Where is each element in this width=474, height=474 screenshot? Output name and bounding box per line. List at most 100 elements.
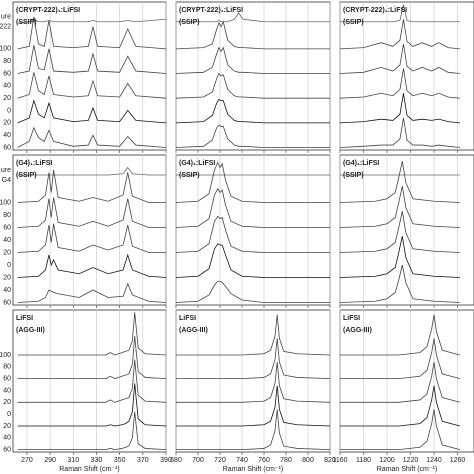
- x-tick-label: 800: [302, 457, 314, 464]
- x-tick-label: 390: [160, 457, 172, 464]
- x-tick-label: 1260: [450, 457, 466, 464]
- y-tick-label: 40: [3, 287, 11, 294]
- spectrum-line: [175, 98, 330, 124]
- y-tick-label: 100: [0, 46, 11, 53]
- spectrum-line: [340, 385, 460, 427]
- panel-subtitle: (SSIP): [343, 19, 364, 26]
- panel-title: LiFSI: [343, 315, 360, 322]
- spectrum-line: [339, 161, 460, 203]
- panel-title: (CRYPT-222)₁:LiFSI: [343, 7, 407, 14]
- spectrum-line: [17, 169, 166, 203]
- y-tick-label: 40: [3, 387, 11, 394]
- panel-title: (CRYPT-222)₁:LiFSI: [179, 7, 243, 14]
- y-tick-label: 0: [7, 262, 11, 269]
- spectrum-line: [175, 46, 330, 74]
- panel-subtitle: (SSIP): [343, 172, 364, 179]
- y-tick-label: 20: [3, 274, 11, 281]
- spectrum-line: [176, 409, 331, 451]
- x-tick-label: 350: [114, 457, 126, 464]
- y-tick-label: ure: [1, 167, 11, 174]
- spectrum-line: [17, 411, 167, 451]
- y-tick-label: 60: [3, 375, 11, 382]
- y-tick-label: 40: [3, 132, 11, 139]
- y-tick-label: 100: [0, 352, 11, 359]
- spectrum-line: [17, 166, 166, 176]
- y-tick-label: 60: [3, 446, 11, 453]
- y-tick-label: 20: [3, 399, 11, 406]
- spectrum-line: [339, 236, 460, 278]
- spectrum-line: [340, 409, 460, 451]
- y-tick-label: 40: [3, 83, 11, 90]
- x-axis-label: Raman Shift (cm⁻¹): [377, 466, 437, 473]
- spectrum-line: [17, 72, 167, 99]
- panel-subtitle: (SSIP): [179, 19, 200, 26]
- x-tick-label: 820: [324, 457, 336, 464]
- x-tick-label: 1160: [332, 457, 347, 464]
- y-tick-label: 60: [3, 224, 11, 231]
- x-tick-label: 680: [170, 457, 182, 464]
- spectrum-line: [339, 117, 460, 148]
- spectrum-line: [17, 253, 167, 278]
- spectrum-line: [339, 264, 460, 303]
- spectrum-line: [17, 223, 166, 253]
- spectrum-line: [17, 99, 167, 124]
- panel-subtitle: (SSIP): [16, 172, 37, 179]
- x-tick-label: 760: [258, 457, 270, 464]
- y-tick-label: ure: [1, 14, 11, 21]
- spectrum-line: [340, 4, 460, 23]
- panel-title: LiFSI: [179, 315, 196, 322]
- x-tick-label: 310: [67, 457, 79, 464]
- x-tick-label: 330: [91, 457, 103, 464]
- y-tick-label: 80: [3, 364, 11, 371]
- panel-subtitle: (AGG-III): [16, 327, 45, 334]
- spectrum-line: [339, 19, 460, 50]
- spectrum-line: [339, 68, 460, 99]
- spectrum-line: [339, 211, 460, 253]
- spectrum-line: [17, 282, 167, 303]
- panel-title: (G4)₁:LiFSI: [16, 160, 52, 167]
- spectrum-line: [175, 215, 330, 253]
- spectrum-line: [176, 12, 330, 23]
- spectrum-line: [176, 314, 331, 356]
- panel-subtitle: (SSIP): [16, 19, 37, 26]
- panel-subtitle: (AGG-III): [179, 327, 208, 334]
- x-tick-label: 1200: [379, 457, 395, 464]
- spectrum-line: [175, 72, 330, 99]
- x-tick-label: 1220: [403, 457, 419, 464]
- x-axis-label: Raman Shift (cm⁻¹): [223, 466, 283, 473]
- y-tick-label: G4: [2, 177, 11, 184]
- y-tick-label: 80: [3, 212, 11, 219]
- y-tick-label: 20: [3, 95, 11, 102]
- spectrum-line: [17, 383, 167, 427]
- panel-subtitle: (AGG-III): [343, 327, 372, 334]
- spectrum-line: [340, 314, 460, 356]
- spectrum-line: [340, 338, 460, 380]
- y-tick-label: 100: [0, 199, 11, 206]
- panel-subtitle: (SSIP): [179, 172, 200, 179]
- x-tick-label: 700: [192, 457, 204, 464]
- y-tick-label: 0: [7, 107, 11, 114]
- x-tick-label: 270: [21, 457, 33, 464]
- panel-title: LiFSI: [16, 315, 33, 322]
- y-tick-label: 60: [3, 70, 11, 77]
- spectrum-line: [175, 243, 330, 278]
- y-tick-label: 20: [3, 423, 11, 430]
- spectrum-line: [17, 197, 166, 228]
- panel-title: (CRYPT-222)₁:LiFSI: [16, 7, 80, 14]
- spectrum-line: [339, 43, 460, 74]
- spectrum-line: [17, 335, 167, 380]
- y-tick-label: 20: [3, 120, 11, 127]
- y-tick-label: 60: [3, 144, 11, 151]
- y-tick-label: 0: [7, 411, 11, 418]
- spectrum-line: [175, 20, 330, 50]
- x-tick-label: 1180: [356, 457, 371, 464]
- spectrum-line: [176, 338, 331, 380]
- x-tick-label: 780: [280, 457, 292, 464]
- y-tick-label: 20: [3, 249, 11, 256]
- spectrum-line: [175, 124, 330, 148]
- y-tick-label: 222: [0, 24, 11, 31]
- y-tick-label: 40: [3, 237, 11, 244]
- spectrum-line: [339, 93, 460, 124]
- x-axis-label: Raman Shift (cm⁻¹): [59, 466, 119, 473]
